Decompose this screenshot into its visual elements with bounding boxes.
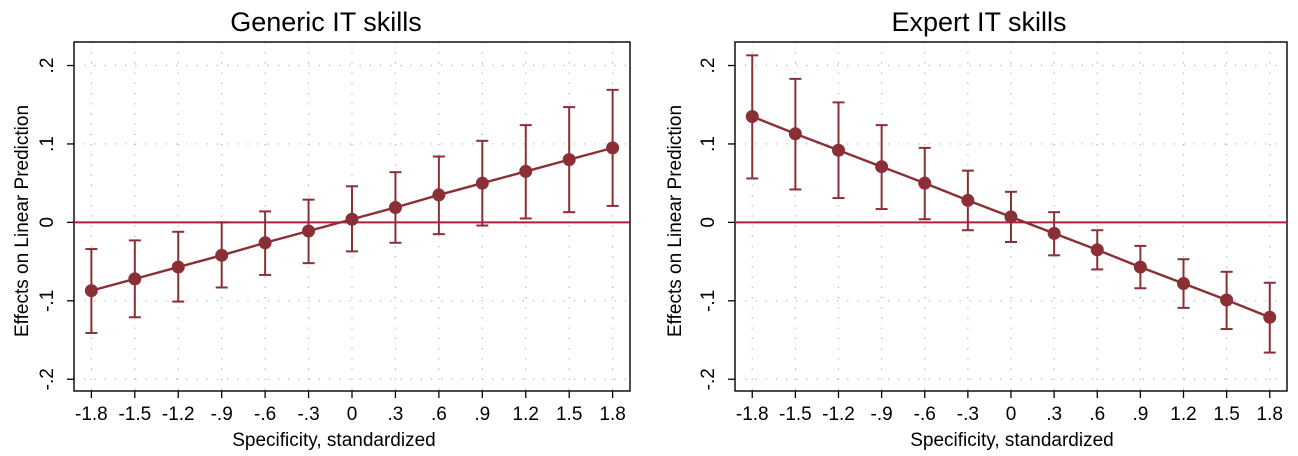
y-tick-label: -.1 bbox=[37, 290, 58, 312]
data-point bbox=[388, 200, 402, 214]
x-tick-label: .3 bbox=[388, 404, 404, 425]
y-tick-label: -.1 bbox=[698, 290, 719, 312]
y-tick-label: -.2 bbox=[698, 368, 719, 390]
chart-generic-it-skills: Generic IT skills Effects on Linear Pred… bbox=[12, 7, 631, 451]
x-tick-label: .6 bbox=[431, 404, 447, 425]
data-point bbox=[302, 224, 316, 238]
data-point bbox=[832, 143, 845, 157]
x-axis-label: Specificity, standardized bbox=[910, 430, 1113, 451]
y-tick-label: 0 bbox=[698, 217, 719, 228]
data-point bbox=[171, 260, 185, 274]
data-point bbox=[1047, 226, 1061, 240]
chart-panel-expert: Expert IT skills Effects on Linear Predi… bbox=[649, 0, 1298, 456]
x-tick-label: -1.2 bbox=[162, 404, 195, 425]
y-axis-label: Effects on Linear Prediction bbox=[665, 105, 686, 337]
data-point bbox=[1177, 277, 1190, 291]
data-point bbox=[84, 284, 98, 298]
x-tick-label: -.6 bbox=[914, 404, 936, 425]
y-tick-label: 0 bbox=[37, 217, 58, 228]
x-tick-label: .6 bbox=[1089, 404, 1105, 425]
x-tick-label: .9 bbox=[474, 404, 490, 425]
x-tick-label: 1.8 bbox=[1257, 404, 1283, 425]
chart-title: Expert IT skills bbox=[891, 7, 1066, 37]
data-point bbox=[519, 164, 533, 178]
data-point bbox=[606, 141, 620, 155]
data-point bbox=[1004, 210, 1018, 224]
x-tick-label: 0 bbox=[347, 404, 358, 425]
x-axis-label: Specificity, standardized bbox=[232, 430, 435, 451]
data-point bbox=[432, 188, 446, 202]
data-point bbox=[875, 160, 889, 174]
data-point bbox=[745, 110, 759, 124]
x-tick-label: 1.2 bbox=[513, 404, 539, 425]
y-tick-label: .2 bbox=[698, 58, 719, 74]
x-tick-label: 1.5 bbox=[1213, 404, 1239, 425]
y-tick-label: .1 bbox=[37, 136, 58, 152]
x-tick-label: -1.5 bbox=[118, 404, 151, 425]
data-point bbox=[1133, 260, 1147, 274]
chart-expert-it-skills: Expert IT skills Effects on Linear Predi… bbox=[665, 7, 1288, 451]
data-point bbox=[128, 272, 142, 286]
data-point bbox=[918, 176, 932, 190]
data-point bbox=[345, 212, 359, 226]
data-point bbox=[1263, 310, 1277, 324]
x-tick-label: -1.8 bbox=[736, 404, 769, 425]
chart-title: Generic IT skills bbox=[230, 7, 422, 37]
x-tick-label: -.9 bbox=[871, 404, 893, 425]
x-tick-label: 1.2 bbox=[1170, 404, 1196, 425]
x-tick-label: -.3 bbox=[957, 404, 979, 425]
x-tick-label: -.9 bbox=[211, 404, 233, 425]
data-point bbox=[215, 248, 229, 262]
y-tick-label: .2 bbox=[37, 58, 58, 74]
x-tick-label: .9 bbox=[1132, 404, 1148, 425]
x-tick-label: -.3 bbox=[297, 404, 319, 425]
data-point bbox=[961, 193, 975, 207]
x-tick-label: 0 bbox=[1006, 404, 1017, 425]
data-point bbox=[475, 176, 489, 190]
x-tick-label: -1.8 bbox=[75, 404, 108, 425]
x-tick-label: 1.8 bbox=[599, 404, 625, 425]
x-tick-label: .3 bbox=[1046, 404, 1062, 425]
data-point bbox=[1090, 243, 1104, 257]
x-tick-label: -.6 bbox=[254, 404, 276, 425]
chart-panel-generic: Generic IT skills Effects on Linear Pred… bbox=[12, 7, 631, 451]
data-point bbox=[788, 127, 802, 141]
x-tick-label: -1.2 bbox=[822, 404, 855, 425]
data-point bbox=[1220, 293, 1234, 307]
x-tick-label: 1.5 bbox=[556, 404, 582, 425]
y-tick-label: -.2 bbox=[37, 368, 58, 390]
y-tick-label: .1 bbox=[698, 136, 719, 152]
data-point bbox=[258, 236, 272, 250]
x-tick-label: -1.5 bbox=[779, 404, 812, 425]
y-axis-label: Effects on Linear Prediction bbox=[12, 105, 33, 337]
data-point bbox=[562, 153, 576, 167]
